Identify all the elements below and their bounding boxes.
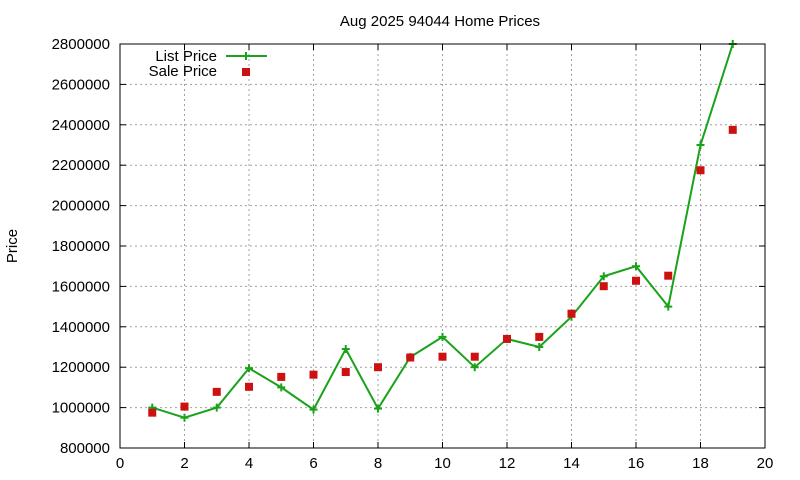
x-tick-label: 18 (692, 455, 709, 472)
y-axis-label: Price (4, 229, 21, 263)
sale-price-point (374, 363, 382, 372)
list-price-point (309, 405, 318, 414)
sale-price-point (503, 334, 511, 343)
list-price-point (438, 332, 447, 341)
grid-lines (120, 44, 765, 448)
sale-price-point (148, 408, 157, 417)
x-tick-label: 0 (116, 455, 124, 472)
list-price-point (535, 343, 544, 351)
sale-price-point (696, 166, 705, 175)
y-tick-label: 800000 (60, 440, 110, 457)
x-axis-tick-labels: 0 2 4 6 8 10 12 14 16 18 20 (116, 455, 774, 472)
y-tick-label: 2000000 (52, 198, 110, 215)
sale-price-point (341, 368, 350, 377)
x-tick-label: 14 (563, 455, 580, 472)
plot-frame (119, 43, 766, 449)
x-tick-label: 10 (434, 455, 451, 472)
sale-price-point (599, 282, 608, 291)
legend-marker-list-price (242, 52, 250, 60)
legend-label-sale-price: Sale Price (149, 63, 217, 80)
x-tick-label: 8 (374, 455, 382, 472)
y-tick-label: 1200000 (52, 359, 110, 376)
sale-price-point (212, 387, 221, 396)
x-tick-label: 4 (245, 455, 253, 472)
sale-price-point (535, 332, 544, 341)
y-tick-label: 2600000 (52, 76, 110, 93)
y-axis-tick-labels: 800000 1000000 1200000 1400000 1600000 180000… (52, 36, 110, 457)
sale-price-point (567, 309, 576, 318)
legend-label-list-price: List Price (155, 48, 217, 65)
x-tick-label: 2 (180, 455, 188, 472)
x-tick-label: 12 (499, 455, 516, 472)
list-price-point (180, 413, 189, 422)
sale-price-point (245, 382, 253, 391)
list-price-point (632, 262, 640, 271)
list-price-point (470, 363, 479, 372)
list-price-point (664, 302, 673, 311)
data-series (148, 40, 737, 422)
list-price-point (374, 404, 382, 413)
list-price-point (277, 383, 286, 392)
y-tick-label: 2800000 (52, 36, 110, 53)
list-price-point (212, 403, 221, 412)
axis-ticks (119, 43, 766, 449)
sale-price-point (406, 353, 415, 362)
sale-price-point (632, 276, 640, 285)
sale-price-point (728, 125, 737, 134)
sale-price-point (277, 372, 286, 381)
list-price-point (341, 345, 350, 354)
list-price-point (696, 141, 705, 149)
sale-price-point (470, 352, 479, 361)
sale-price-point (438, 352, 447, 361)
sale-price-point (180, 402, 189, 411)
x-tick-label: 20 (757, 455, 774, 472)
x-tick-label: 16 (628, 455, 645, 472)
y-tick-label: 2400000 (52, 117, 110, 134)
y-tick-label: 1000000 (52, 400, 110, 417)
series-sale-price (148, 125, 737, 417)
y-tick-label: 1400000 (52, 319, 110, 336)
sale-price-point (309, 370, 318, 379)
y-tick-label: 2200000 (52, 157, 110, 174)
list-price-point (245, 364, 253, 373)
y-tick-label: 1800000 (52, 238, 110, 255)
y-tick-label: 1600000 (52, 278, 110, 295)
chart-title: Aug 2025 94044 Home Prices (340, 13, 540, 30)
legend-marker-sale-price (242, 68, 250, 76)
sale-price-point (664, 271, 673, 280)
x-tick-label: 6 (309, 455, 317, 472)
list-price-point (599, 272, 608, 281)
